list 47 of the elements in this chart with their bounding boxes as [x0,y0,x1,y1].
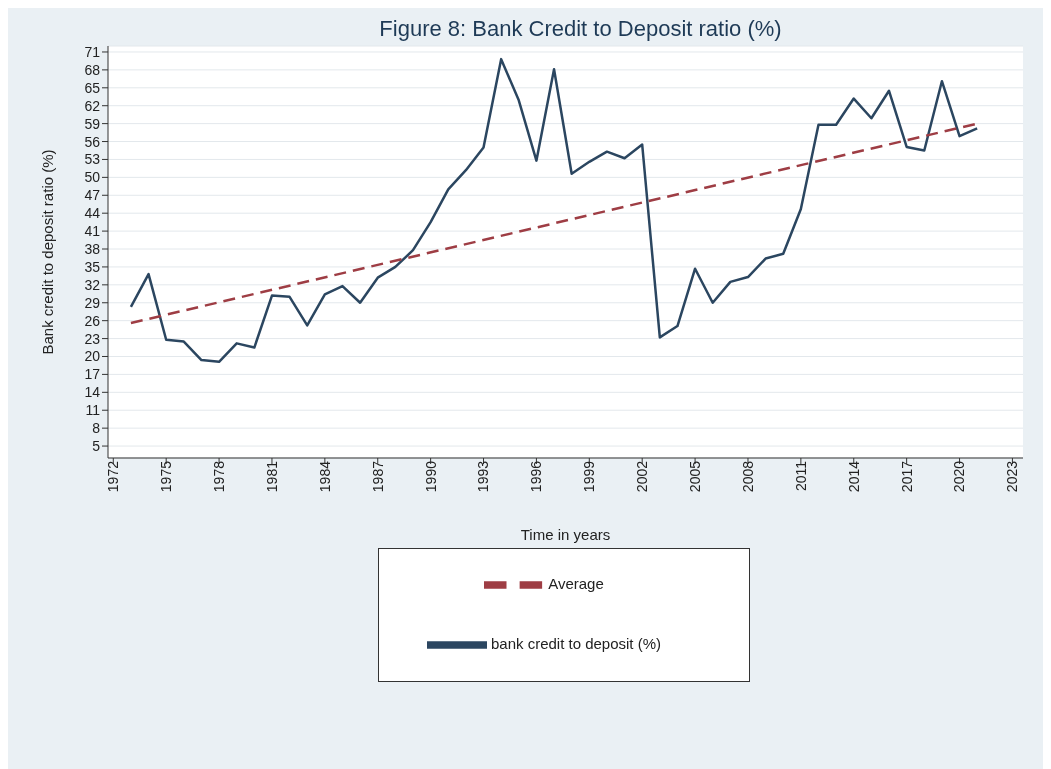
y-axis-title: Bank credit to deposit ratio (%) [39,149,57,355]
x-tick-label: 1984 [316,460,333,493]
x-tick-label: 1990 [422,460,439,493]
x-axis-title: Time in years [520,526,611,543]
x-tick-label: 1978 [211,460,228,493]
y-tick-label: 56 [84,133,101,150]
x-tick-label: 1996 [528,460,545,493]
y-tick-label: 41 [84,223,101,240]
y-tick-label: 26 [84,312,101,329]
x-tick-label: 2002 [634,460,651,493]
y-tick-label: 38 [84,240,101,257]
y-tick-label: 32 [84,276,101,293]
line-series [129,57,979,364]
legend-label: Average [548,574,604,592]
y-tick-label: 14 [84,384,101,401]
x-tick-label: 2011 [792,460,809,492]
y-tick-label: 50 [84,169,101,186]
x-tick-label: 2023 [1004,460,1021,493]
x-tick-label: 1987 [369,460,386,493]
y-tick-label: 11 [85,402,101,419]
x-tick-label: 1981 [263,460,280,493]
y-tick-label: 68 [84,61,101,78]
y-tick-label: 62 [84,97,101,114]
x-tick-label: 2005 [687,460,704,493]
y-tick-label: 5 [92,438,101,455]
chart-title: Figure 8: Bank Credit to Deposit ratio (%) [378,16,783,42]
x-tick-label: 2020 [951,460,968,493]
y-tick-label: 44 [84,205,101,222]
x-tick-label: 2014 [845,460,862,493]
y-tick-label: 53 [84,151,101,168]
y-tick-label: 8 [92,420,101,437]
y-tick-label: 47 [84,187,101,204]
y-tick-label: 20 [84,348,101,365]
y-tick-label: 71 [84,43,101,60]
x-tick-label: 2008 [739,460,756,493]
y-tick-label: 59 [84,115,101,132]
x-tick-label: 1975 [158,460,175,493]
y-tick-label: 23 [84,330,101,347]
y-tick-label: 29 [84,294,101,311]
y-tick-label: 35 [84,258,101,275]
x-tick-label: 1972 [105,460,122,493]
x-tick-label: 1999 [581,460,598,493]
x-tick-label: 1993 [475,460,492,493]
y-tick-label: 17 [84,366,101,383]
y-tick-label: 65 [84,79,101,96]
x-tick-label: 2017 [898,460,915,493]
legend-label: bank credit to deposit (%) [490,634,662,652]
